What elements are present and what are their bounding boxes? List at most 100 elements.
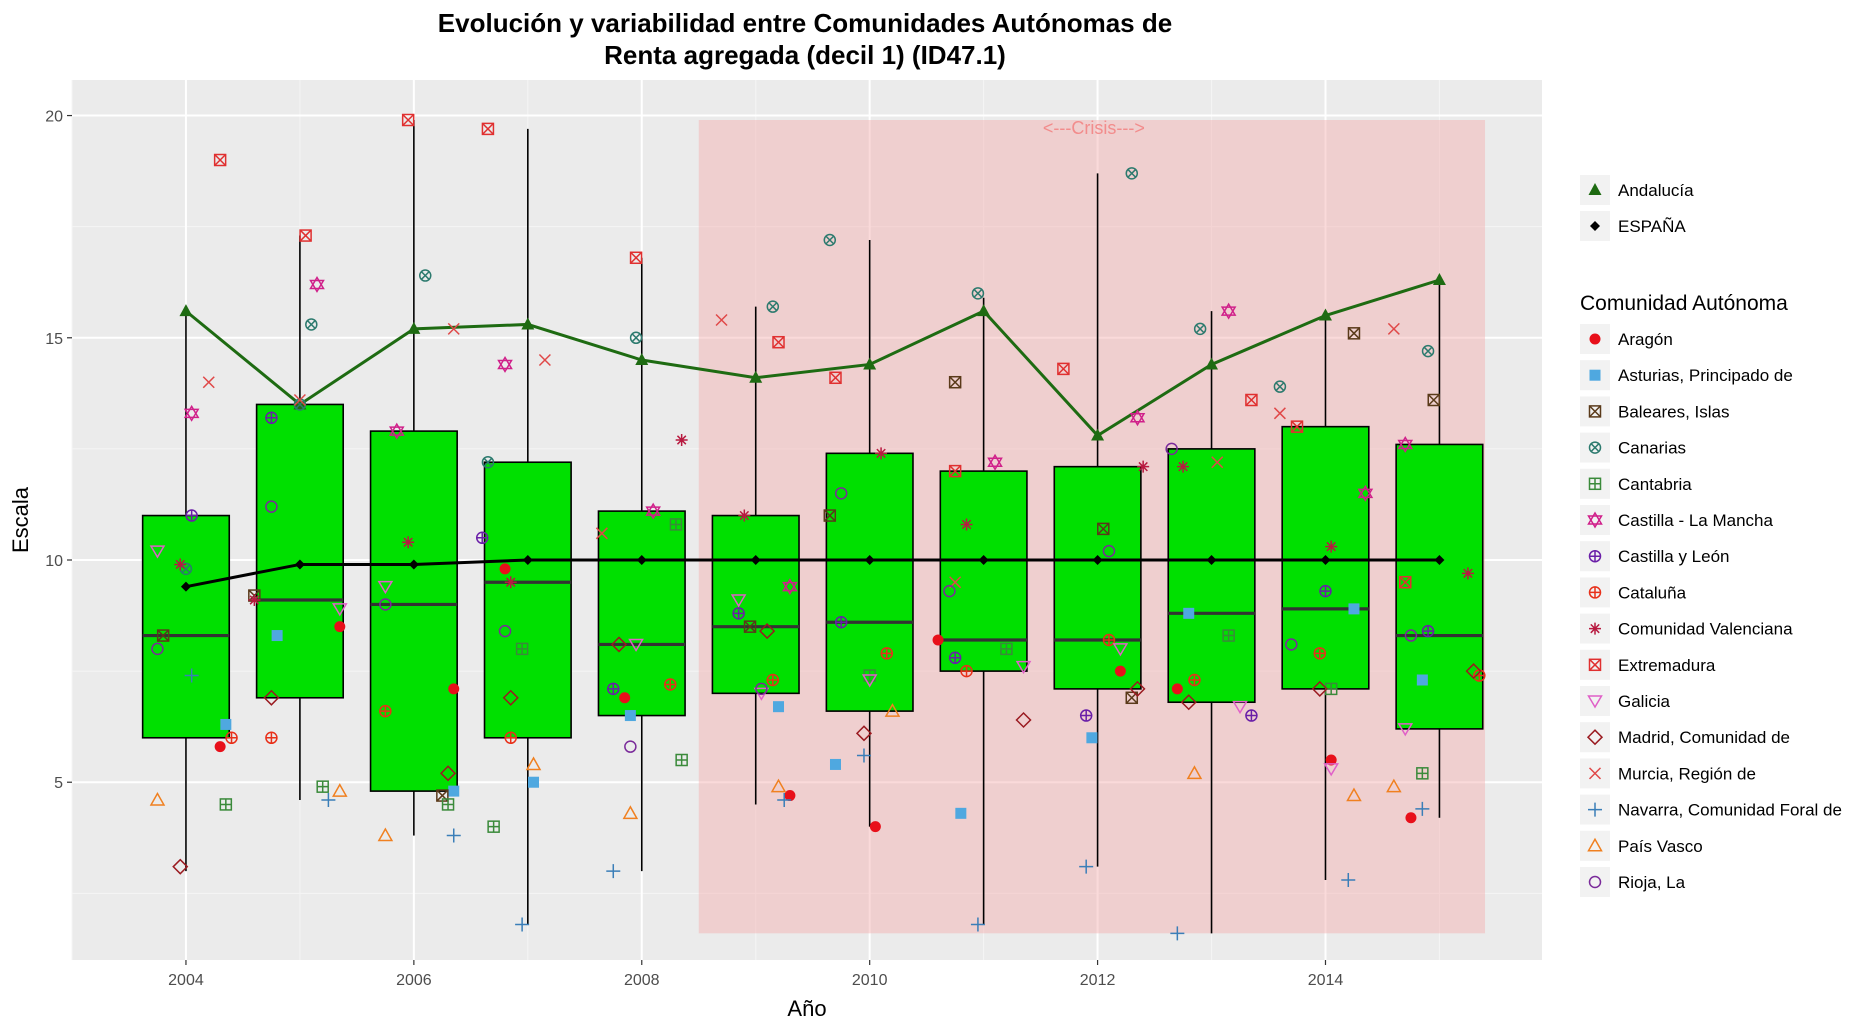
legend-marker: [1589, 333, 1601, 345]
data-point: [755, 682, 768, 696]
shape-part: [379, 705, 391, 717]
shape-part: [1587, 511, 1603, 525]
data-point: [1112, 643, 1129, 657]
shape-part: [183, 404, 200, 419]
shape-part: [743, 620, 757, 633]
shape-part: [1097, 522, 1110, 535]
data-point: [225, 731, 238, 745]
data-point: [502, 689, 519, 706]
data-point: [156, 629, 170, 642]
shape-part: [670, 518, 682, 530]
series-rioja-la: [151, 442, 1418, 753]
shape-part: [481, 122, 494, 135]
data-point: [628, 638, 644, 652]
line-point: [977, 304, 991, 317]
line-point: [1434, 555, 1445, 565]
series-pa-s-vasco: [149, 703, 1402, 842]
line-point: [1092, 555, 1103, 565]
data-point: [293, 393, 306, 407]
data-point: [219, 798, 233, 811]
series-navarra-comunidad-foral-de: [184, 668, 1430, 941]
shape-part: [782, 581, 798, 596]
shape-part: [973, 288, 983, 298]
shape-part: [1357, 488, 1374, 502]
shape-part: [1057, 362, 1070, 376]
data-point: [948, 651, 962, 665]
legend-label: Aragón: [1618, 330, 1673, 349]
data-point: [987, 453, 1003, 471]
line-point: [636, 555, 647, 565]
data-point: [970, 917, 985, 932]
data-point: [960, 518, 973, 531]
data-point: [1415, 801, 1430, 816]
data-point: [943, 584, 956, 598]
shape-part: [631, 333, 641, 343]
y-tick-label: 5: [54, 775, 63, 792]
data-point: [743, 620, 757, 633]
data-point: [447, 322, 460, 335]
shape-part: [388, 426, 405, 440]
legend-marker: [1587, 511, 1603, 529]
line-point: [978, 555, 989, 565]
data-point: [504, 576, 517, 589]
data-point: [1129, 409, 1146, 427]
legend-label: Cantabria: [1618, 475, 1692, 494]
box-2010: [825, 240, 914, 827]
data-point: [202, 376, 215, 389]
data-point: [1397, 435, 1414, 453]
legend-marker: [1590, 221, 1600, 231]
shape-part: [767, 674, 779, 686]
data-point: [777, 793, 792, 807]
shape-part: [305, 318, 318, 331]
data-point: [1245, 393, 1258, 407]
data-point: [172, 858, 189, 875]
shape-part: [213, 153, 227, 167]
data-point: [595, 527, 608, 540]
data-point: [948, 464, 962, 478]
data-point: [498, 624, 512, 638]
shape-part: [1397, 439, 1414, 453]
data-point: [624, 740, 637, 753]
shape-part: [768, 302, 778, 312]
data-point: [379, 598, 392, 611]
data-point: [1416, 674, 1428, 686]
data-point: [1357, 484, 1374, 502]
data-point: [481, 455, 495, 469]
data-point: [732, 607, 745, 620]
data-point: [1348, 603, 1360, 615]
line-point: [750, 555, 761, 565]
data-point: [1427, 393, 1440, 407]
data-point: [823, 233, 837, 247]
shape-part: [971, 287, 985, 300]
data-point: [823, 509, 837, 522]
legend-marker: [1588, 477, 1602, 491]
data-point: [248, 594, 261, 606]
data-point: [675, 434, 688, 446]
shape-part: [1195, 324, 1205, 334]
legend-label: Castilla - La Mancha: [1618, 511, 1774, 530]
shape-part: [1129, 413, 1146, 427]
data-point: [446, 828, 461, 843]
line-point: [1091, 428, 1105, 441]
data-point: [305, 318, 318, 331]
legend-marker: [1588, 441, 1602, 454]
shape-part: [949, 652, 961, 664]
line-point: [864, 555, 875, 565]
shape-part: [1427, 393, 1440, 407]
data-point: [271, 630, 283, 642]
series-asturias-principado-de: [220, 603, 1428, 819]
shape-part: [645, 502, 661, 516]
crisis-label: <---Crisis--->: [1043, 118, 1145, 138]
legend-marker: [1588, 549, 1602, 563]
box-2009: [711, 306, 800, 805]
data-point: [1015, 711, 1032, 729]
data-point: [487, 820, 500, 833]
axis-layer: 2004 2006 2008 2010 2012 2014 5 10 15 20: [45, 109, 1343, 989]
data-point: [1170, 926, 1185, 941]
shape-part: [1589, 478, 1601, 490]
data-point: [184, 668, 199, 683]
shape-part: [743, 620, 757, 633]
data-point: [332, 783, 348, 797]
data-point: [265, 411, 278, 425]
